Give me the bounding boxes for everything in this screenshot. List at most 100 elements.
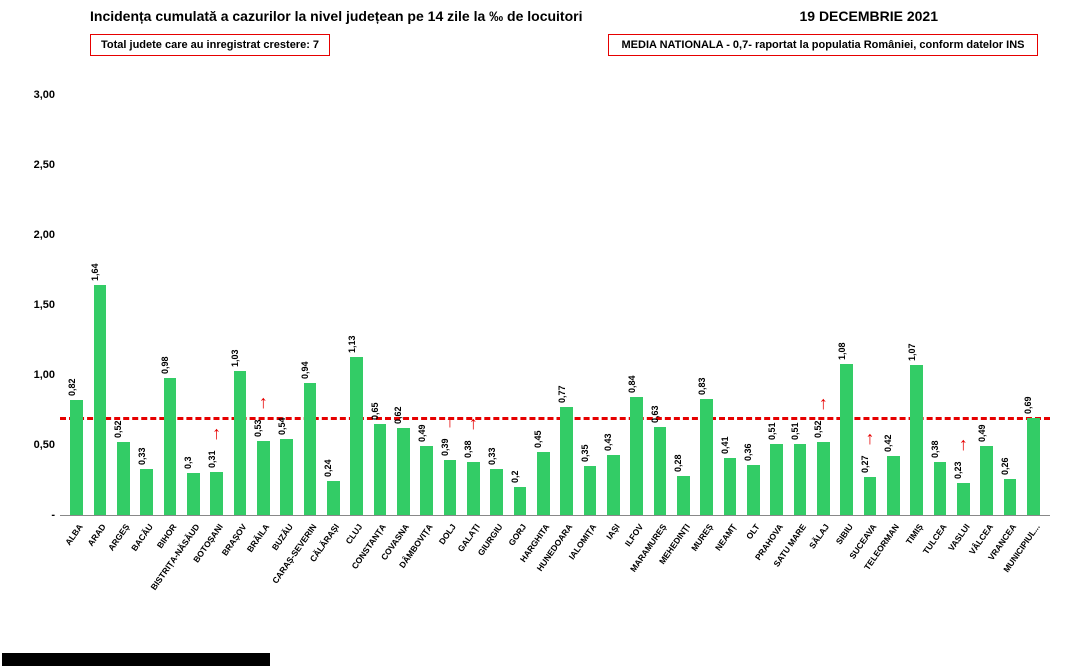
bar xyxy=(840,364,853,515)
bars-container: ALBA0,82ARAD1,64ARGEȘ0,52BACĂU0,33BIHOR0… xyxy=(65,95,1045,595)
x-axis-label: CLUJ xyxy=(344,522,365,546)
bar-value-label: 0,23 xyxy=(953,461,963,479)
bar xyxy=(374,424,387,515)
arrow-up-icon: ↑ xyxy=(445,411,454,432)
arrow-up-icon: ↑ xyxy=(469,413,478,434)
bar xyxy=(537,452,550,515)
bar-value-label: 0,31 xyxy=(207,450,217,468)
bar-value-label: 0,69 xyxy=(1023,397,1033,415)
x-axis-label: BACĂU xyxy=(129,522,155,553)
x-axis-label: ARGEȘ xyxy=(106,522,132,553)
bar xyxy=(1004,479,1017,515)
bar-value-label: 1,07 xyxy=(907,344,917,362)
y-tick: - xyxy=(51,509,55,521)
bar-value-label: 0,51 xyxy=(767,422,777,440)
bar xyxy=(304,383,317,515)
bar xyxy=(910,365,923,515)
bar-value-label: 0,41 xyxy=(720,436,730,454)
x-axis-label: BIHOR xyxy=(154,522,178,550)
bar-value-label: 0,33 xyxy=(487,447,497,465)
bar xyxy=(887,456,900,515)
bar xyxy=(1027,418,1040,515)
bar-value-label: 0,52 xyxy=(813,421,823,439)
bar xyxy=(397,428,410,515)
bar-value-label: 0,62 xyxy=(393,407,403,425)
chart-date: 19 DECEMBRIE 2021 xyxy=(799,8,1038,24)
bar xyxy=(724,458,737,515)
chart-area: -0,501,001,502,002,503,00 ALBA0,82ARAD1,… xyxy=(60,95,1050,595)
x-axis-label: ILFOV xyxy=(622,522,645,548)
bar xyxy=(234,371,247,515)
bar xyxy=(94,285,107,515)
y-tick: 2,00 xyxy=(34,229,55,241)
bar xyxy=(630,397,643,515)
arrow-up-icon: ↑ xyxy=(819,393,828,414)
bar-value-label: 0,49 xyxy=(417,425,427,443)
bar-value-label: 1,03 xyxy=(230,349,240,367)
y-axis: -0,501,001,502,002,503,00 xyxy=(25,95,55,595)
bar-value-label: 0,24 xyxy=(323,460,333,478)
bar-value-label: 0,38 xyxy=(930,440,940,458)
y-tick: 2,50 xyxy=(34,159,55,171)
bar xyxy=(677,476,690,515)
bar xyxy=(187,473,200,515)
bar xyxy=(327,481,340,515)
bar xyxy=(747,465,760,515)
bar xyxy=(514,487,527,515)
bar xyxy=(490,469,503,515)
bar-value-label: 0,94 xyxy=(300,362,310,380)
bar-value-label: 0,51 xyxy=(790,422,800,440)
bar-value-label: 0,38 xyxy=(463,440,473,458)
bar xyxy=(117,442,130,515)
bar xyxy=(257,441,270,515)
bar xyxy=(210,472,223,515)
bar-value-label: 0,33 xyxy=(137,447,147,465)
bar-value-label: 0,3 xyxy=(183,456,193,469)
bar xyxy=(420,446,433,515)
footnote: *prin exportarea datelor din aplicația a… xyxy=(2,653,270,666)
bar xyxy=(980,446,993,515)
y-tick: 0,50 xyxy=(34,439,55,451)
chart-title: Incidența cumulată a cazurilor la nivel … xyxy=(90,8,582,24)
bar xyxy=(607,455,620,515)
bar xyxy=(957,483,970,515)
x-axis-label: ALBA xyxy=(63,522,85,547)
bar-value-label: 0,39 xyxy=(440,439,450,457)
bar xyxy=(560,407,573,515)
box-growth-count: Total judete care au inregistrat crester… xyxy=(90,34,330,56)
bar-value-label: 0,2 xyxy=(510,470,520,483)
x-axis-label: DOLJ xyxy=(437,522,458,546)
bar-value-label: 1,08 xyxy=(837,342,847,360)
bar-value-label: 0,83 xyxy=(697,377,707,395)
plot-area: ALBA0,82ARAD1,64ARGEȘ0,52BACĂU0,33BIHOR0… xyxy=(60,95,1050,595)
bar-value-label: 1,13 xyxy=(347,335,357,353)
bar-value-label: 0,53 xyxy=(253,419,263,437)
bar-value-label: 0,98 xyxy=(160,356,170,374)
bar xyxy=(794,444,807,515)
y-tick: 1,00 xyxy=(34,369,55,381)
x-axis-label: OLT xyxy=(744,522,762,541)
bar-value-label: 0,28 xyxy=(673,454,683,472)
bar-value-label: 0,49 xyxy=(977,425,987,443)
bar xyxy=(140,469,153,515)
x-axis-label: IAȘI xyxy=(604,522,622,541)
box-national-avg: MEDIA NATIONALA - 0,7- raportat la popul… xyxy=(608,34,1038,56)
x-axis-label: TIMIȘ xyxy=(904,522,925,546)
arrow-up-icon: ↑ xyxy=(959,434,968,455)
x-axis-label: NEAMȚ xyxy=(713,522,739,553)
arrow-up-icon: ↑ xyxy=(212,423,221,444)
bar xyxy=(770,444,783,515)
bar xyxy=(444,460,457,515)
x-axis-label: SIBIU xyxy=(834,522,855,546)
arrow-up-icon: ↑ xyxy=(259,392,268,413)
bar-value-label: 0,27 xyxy=(860,456,870,474)
bar xyxy=(700,399,713,515)
y-tick: 3,00 xyxy=(34,89,55,101)
bar-value-label: 0,26 xyxy=(1000,457,1010,475)
bar xyxy=(654,427,667,515)
bar-value-label: 0,63 xyxy=(650,405,660,423)
bar-value-label: 0,35 xyxy=(580,444,590,462)
bar-value-label: 0,45 xyxy=(533,430,543,448)
bar xyxy=(164,378,177,515)
bar-value-label: 0,84 xyxy=(627,376,637,394)
